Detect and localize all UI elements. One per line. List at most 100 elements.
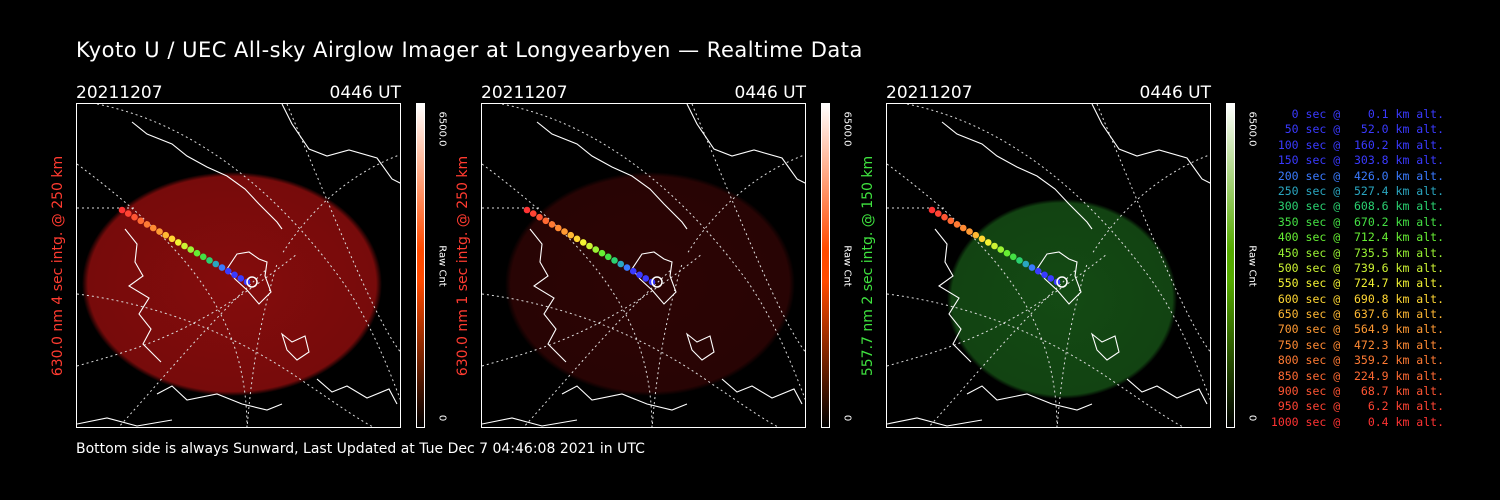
trajectory-point — [143, 221, 151, 228]
trajectory-point — [997, 246, 1005, 253]
lat-lon-grid-line — [482, 293, 780, 427]
trajectory-point — [1022, 260, 1030, 268]
wavelength-label-text: 557.7 nm 2 sec intg. @ 150 km — [860, 155, 876, 376]
panel-time: 0446 UT — [329, 83, 402, 103]
trajectory-point — [1009, 253, 1017, 261]
legend-entry: 200 sec @ 426.0 km alt. — [1270, 168, 1444, 183]
trajectory-point — [636, 271, 643, 279]
colorbar-unit: Raw Cnt — [841, 244, 853, 287]
trajectory-point — [642, 275, 650, 282]
imager-panel-3: 20211207 0446 UT 557.7 nm 2 sec intg. @ 15… — [860, 83, 1286, 433]
wavelength-label: 630.0 nm 1 sec intg. @ 250 km — [452, 103, 474, 428]
panel-date: 20211207 — [481, 83, 568, 103]
trajectory-point — [1003, 249, 1011, 257]
trajectory-point — [156, 228, 163, 235]
coastline — [529, 228, 567, 363]
legend-entry: 450 sec @ 735.5 km alt. — [1270, 245, 1444, 260]
trajectory-point — [181, 242, 188, 250]
trajectory-point — [984, 239, 992, 246]
trajectory-point — [941, 213, 948, 221]
coastline — [561, 385, 688, 411]
trajectory-point — [162, 231, 170, 239]
colorbar — [416, 103, 425, 428]
trajectory-point — [124, 210, 132, 217]
trajectory-point — [224, 267, 232, 275]
trajectory-point — [187, 246, 195, 253]
trajectory-point — [131, 213, 138, 221]
trajectory-point — [604, 253, 612, 261]
colorbar-labels: 6500.0 Raw Cnt 0 — [431, 103, 453, 428]
legend-entry: 700 sec @ 564.9 km alt. — [1270, 322, 1444, 337]
station-marker — [246, 276, 258, 288]
coastline — [482, 417, 578, 427]
lat-lon-grid-line — [501, 104, 805, 401]
imager-panel-1: 20211207 0446 UT 630.0 nm 4 sec intg. @ 25… — [50, 83, 476, 433]
trajectory-point — [991, 242, 998, 250]
colorbar-max: 6500.0 — [436, 111, 448, 147]
legend-entry: 50 sec @ 52.0 km alt. — [1270, 122, 1444, 137]
coastline — [685, 332, 715, 361]
coastline — [934, 228, 972, 363]
panel-time: 0446 UT — [734, 83, 807, 103]
colorbar-min: 0 — [1246, 415, 1258, 422]
legend-entry: 550 sec @ 724.7 km alt. — [1270, 276, 1444, 291]
wavelength-label-text: 630.0 nm 4 sec intg. @ 250 km — [50, 155, 66, 376]
trajectory-point — [1047, 275, 1055, 282]
legend-entry: 300 sec @ 608.6 km alt. — [1270, 199, 1444, 214]
legend-entry: 1000 sec @ 0.4 km alt. — [1270, 414, 1444, 429]
trajectory-point — [611, 257, 618, 264]
trajectory-point — [586, 242, 593, 250]
lat-lon-grid-line — [887, 163, 1058, 427]
coastline — [316, 378, 398, 405]
trajectory-legend: 0 sec @ 0.1 km alt. 50 sec @ 52.0 km alt… — [1264, 107, 1444, 430]
colorbar — [821, 103, 830, 428]
panel-date: 20211207 — [76, 83, 163, 103]
lat-lon-grid-line — [77, 163, 248, 427]
colorbar-unit: Raw Cnt — [436, 244, 448, 287]
trajectory-point — [542, 217, 550, 225]
coastline — [686, 104, 805, 184]
trajectory-point — [1016, 257, 1023, 264]
coastline — [536, 121, 688, 230]
wavelength-label: 557.7 nm 2 sec intg. @ 150 km — [857, 103, 879, 428]
colorbar-min: 0 — [436, 415, 448, 422]
allsky-map-svg — [887, 104, 1210, 427]
trajectory-point — [959, 224, 967, 232]
legend-entry: 100 sec @ 160.2 km alt. — [1270, 137, 1444, 152]
colorbar-labels: 6500.0 Raw Cnt 0 — [1241, 103, 1263, 428]
coastline — [721, 378, 803, 405]
colorbar-labels: 6500.0 Raw Cnt 0 — [836, 103, 858, 428]
coastline — [966, 385, 1093, 411]
lat-lon-grid-line — [906, 104, 1210, 401]
lat-lon-grid-line — [887, 293, 1185, 427]
trajectory-point — [174, 239, 182, 246]
legend-entry: 0 sec @ 0.1 km alt. — [1270, 107, 1444, 121]
coastline — [77, 417, 173, 427]
lat-lon-grid-line — [96, 104, 400, 401]
trajectory-point — [623, 264, 631, 271]
trajectory-point — [1041, 271, 1048, 279]
allsky-map — [886, 103, 1211, 428]
page-title: Kyoto U / UEC All-sky Airglow Imager at … — [76, 38, 863, 62]
allsky-map — [76, 103, 401, 428]
trajectory-point — [1034, 267, 1042, 275]
panel-date: 20211207 — [886, 83, 973, 103]
trajectory-point — [947, 217, 955, 225]
trajectory-point — [231, 271, 238, 279]
legend-entry: 750 sec @ 472.3 km alt. — [1270, 337, 1444, 352]
trajectory-point — [567, 231, 575, 239]
trajectory-point — [212, 260, 220, 268]
trajectory-point — [592, 246, 600, 253]
trajectory-point — [972, 231, 980, 239]
colorbar-max: 6500.0 — [841, 111, 853, 147]
trajectory-point — [953, 221, 961, 228]
trajectory-point — [206, 257, 213, 264]
trajectory-point — [934, 210, 942, 217]
wavelength-label-text: 630.0 nm 1 sec intg. @ 250 km — [455, 155, 471, 376]
legend-entry: 400 sec @ 712.4 km alt. — [1270, 230, 1444, 245]
legend-entry: 800 sec @ 359.2 km alt. — [1270, 353, 1444, 368]
colorbar — [1226, 103, 1235, 428]
trajectory-point — [573, 235, 581, 243]
coastline — [281, 104, 400, 184]
coastline — [280, 332, 310, 361]
